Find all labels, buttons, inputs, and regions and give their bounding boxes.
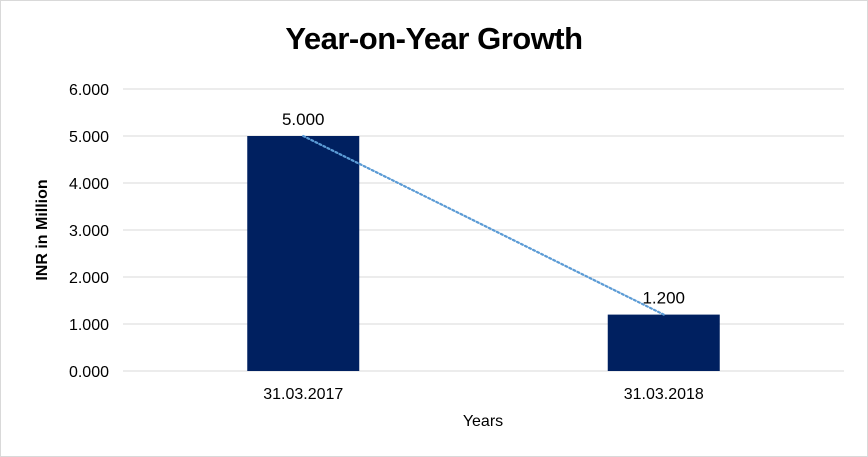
y-axis-ticks: 0.000 1.000 2.000 3.000 4.000 5.000 6.000 bbox=[69, 82, 109, 381]
x-axis-title: Years bbox=[463, 413, 503, 430]
x-axis-ticks: 31.03.2017 31.03.2018 bbox=[263, 386, 704, 403]
bar bbox=[607, 314, 720, 371]
gridlines bbox=[123, 88, 844, 372]
y-tick-label: 5.000 bbox=[69, 129, 109, 146]
bar bbox=[247, 136, 360, 371]
x-tick-label: 31.03.2018 bbox=[624, 386, 704, 403]
chart-title: Year-on-Year Growth bbox=[285, 21, 583, 56]
x-tick-label: 31.03.2017 bbox=[263, 386, 343, 403]
y-tick-label: 1.000 bbox=[69, 317, 109, 334]
data-labels: 5.000 1.200 bbox=[282, 110, 685, 308]
y-tick-label: 4.000 bbox=[69, 176, 109, 193]
y-tick-label: 2.000 bbox=[69, 270, 109, 287]
bars bbox=[247, 136, 720, 371]
data-label: 5.000 bbox=[282, 110, 325, 129]
data-label: 1.200 bbox=[642, 289, 685, 308]
y-axis-title: INR in Million bbox=[34, 179, 51, 280]
trendline-group bbox=[302, 134, 665, 316]
trendline bbox=[302, 134, 665, 316]
y-tick-label: 0.000 bbox=[69, 364, 109, 381]
y-tick-label: 3.000 bbox=[69, 223, 109, 240]
y-tick-label: 6.000 bbox=[69, 82, 109, 99]
